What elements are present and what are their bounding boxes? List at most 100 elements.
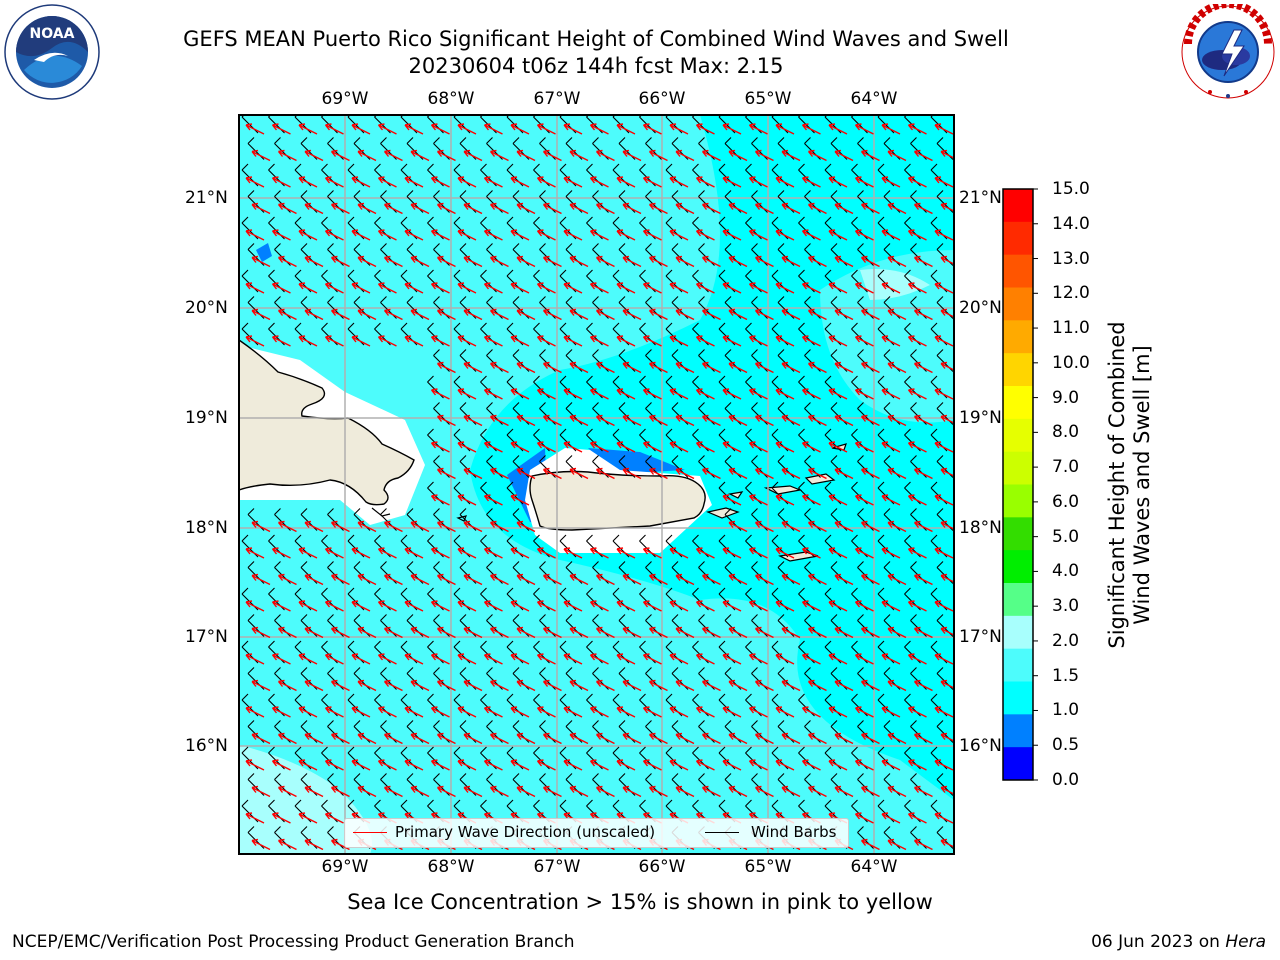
lat-label-left: 17°N [185, 627, 228, 647]
wave-direction-arrow [457, 441, 477, 453]
wave-direction-arrow [324, 812, 344, 824]
wave-direction-arrow [351, 123, 371, 135]
wave-direction-arrow [595, 361, 615, 374]
wave-direction-arrow [483, 706, 503, 718]
wave-direction-arrow [642, 176, 662, 188]
wave-direction-arrow [251, 149, 271, 162]
wave-direction-arrow [457, 335, 477, 347]
wave-direction-arrow [277, 679, 297, 692]
wave-direction-arrow [404, 335, 424, 347]
wave-direction-arrow [245, 759, 265, 771]
wave-direction-arrow [748, 123, 768, 135]
wave-direction-arrow [781, 520, 801, 533]
wave-direction-arrow [510, 547, 530, 559]
wave-direction-arrow [324, 706, 344, 718]
wave-direction-arrow [669, 441, 689, 453]
wave-direction-arrow [860, 149, 880, 162]
wave-direction-arrow [642, 123, 662, 135]
colorbar-segment [1003, 517, 1033, 551]
wave-direction-arrow [383, 149, 403, 162]
wave-direction-arrow [357, 308, 377, 321]
wave-direction-arrow [330, 149, 350, 162]
wave-direction-arrow [383, 255, 403, 268]
wave-direction-arrow [728, 308, 748, 321]
colorbar-segment [1003, 287, 1033, 321]
wave-direction-arrow [722, 600, 742, 612]
wave-direction-arrow [834, 732, 854, 745]
wave-direction-arrow [801, 600, 821, 612]
lon-label-bottom: 69°W [321, 857, 369, 877]
wave-direction-arrow [887, 520, 907, 533]
wave-direction-arrow [489, 202, 509, 215]
wave-direction-arrow [457, 547, 477, 559]
wave-direction-arrow [536, 600, 556, 612]
colorbar-segment [1003, 254, 1033, 288]
wave-direction-arrow [722, 759, 742, 771]
wave-direction-arrow [563, 176, 583, 188]
wave-direction-arrow [516, 361, 536, 374]
wave-direction-arrow [648, 308, 668, 321]
wave-direction-arrow [754, 467, 774, 480]
wave-direction-arrow [828, 123, 848, 135]
wave-direction-arrow [828, 335, 848, 347]
wave-direction-arrow [913, 202, 933, 215]
wave-direction-arrow [616, 335, 636, 347]
wave-direction-arrow [589, 759, 609, 771]
wave-direction-arrow [489, 732, 509, 745]
wave-direction-arrow [860, 573, 880, 586]
wave-direction-arrow [834, 361, 854, 374]
wave-direction-arrow [801, 282, 821, 294]
wave-direction-arrow [728, 626, 748, 639]
wave-direction-arrow [934, 812, 954, 824]
wave-direction-arrow [887, 732, 907, 745]
wave-direction-arrow [834, 414, 854, 427]
wave-direction-arrow [887, 838, 907, 851]
wave-direction-arrow [563, 547, 583, 559]
wave-direction-arrow [304, 202, 324, 215]
lon-label-bottom: 67°W [533, 857, 581, 877]
wave-direction-arrow [245, 176, 265, 188]
wave-direction-arrow [648, 255, 668, 268]
wave-direction-arrow [860, 679, 880, 692]
wave-direction-arrow [483, 229, 503, 241]
wave-direction-arrow [330, 520, 350, 533]
wave-direction-arrow [436, 414, 456, 427]
colorbar-tick-label: 12.0 [1052, 283, 1090, 304]
wave-direction-arrow [701, 785, 721, 798]
wave-direction-arrow [854, 282, 874, 294]
wave-direction-arrow [436, 520, 456, 533]
wave-direction-arrow [542, 361, 562, 374]
wave-direction-arrow [516, 732, 536, 745]
wave-direction-arrow [834, 202, 854, 215]
wave-direction-arrow [881, 600, 901, 612]
lat-label-left: 19°N [185, 408, 228, 428]
wave-direction-arrow [410, 573, 430, 586]
wave-direction-arrow [728, 467, 748, 480]
wave-direction-arrow [807, 679, 827, 692]
wave-direction-arrow [860, 520, 880, 533]
wave-direction-arrow [887, 679, 907, 692]
wave-direction-arrow [589, 706, 609, 718]
wave-direction-arrow [860, 732, 880, 745]
wave-direction-arrow [569, 308, 589, 321]
wave-direction-arrow [595, 308, 615, 321]
wave-direction-arrow [854, 706, 874, 718]
wave-direction-arrow [622, 467, 642, 480]
wave-direction-arrow [383, 520, 403, 533]
wave-direction-arrow [907, 282, 927, 294]
wave-direction-arrow [457, 494, 477, 506]
wave-direction-arrow [357, 573, 377, 586]
wave-direction-arrow [516, 626, 536, 639]
wave-direction-arrow [616, 229, 636, 241]
wave-direction-arrow [298, 547, 318, 559]
wave-direction-arrow [828, 441, 848, 453]
wave-direction-arrow [801, 229, 821, 241]
wave-direction-arrow [542, 467, 562, 480]
wave-direction-arrow [834, 308, 854, 321]
colorbar-segment [1003, 583, 1033, 617]
wave-direction-arrow [775, 653, 795, 665]
wave-direction-arrow [569, 573, 589, 586]
wave-direction-arrow [483, 335, 503, 347]
wave-direction-arrow [754, 149, 774, 162]
wave-direction-arrow [675, 679, 695, 692]
